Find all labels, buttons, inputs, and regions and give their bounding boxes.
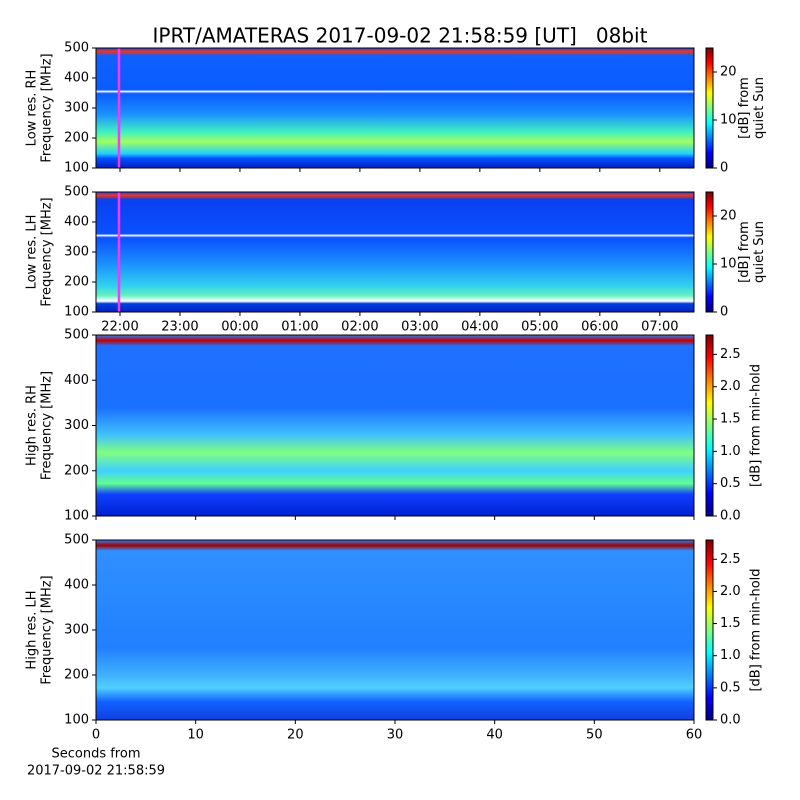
x-tick-label: 50: [586, 728, 603, 743]
x-tick-label: 23:00: [161, 320, 198, 335]
figure-title: IPRT/AMATERAS 2017-09-02 21:58:59 [UT] 0…: [153, 24, 648, 48]
spectrogram: [96, 192, 694, 312]
colorbar: [706, 192, 713, 312]
colorbar-frame: [705, 47, 714, 169]
colorbar-tick-label: 20: [720, 209, 737, 224]
y-tick-label: 400: [64, 373, 89, 388]
y-axis-label: High res. RH: [25, 385, 40, 466]
y-tick-label: 100: [64, 161, 89, 176]
colorbar-tick-label: 0: [720, 161, 728, 176]
x-tick-label: 60: [686, 728, 703, 743]
colorbar-tick-label: 20: [720, 65, 737, 80]
x-tick-label: 02:00: [341, 320, 378, 335]
colorbar-tick-label: 2.5: [720, 552, 741, 567]
colorbar-label: quiet Sun: [752, 77, 767, 139]
y-tick-label: 300: [64, 245, 89, 260]
y-tick-label: 100: [64, 713, 89, 728]
colorbar-tick-label: 1.0: [720, 648, 741, 663]
x-tick-label: 20: [287, 728, 304, 743]
colorbar-tick-label: 0.5: [720, 680, 741, 695]
x-tick-label: 30: [387, 728, 404, 743]
colorbar-tick-label: 1.5: [720, 616, 741, 631]
colorbar-label: [dB] from: [737, 77, 752, 139]
y-axis-label: Frequency [MHz]: [40, 575, 55, 684]
colorbar-tick-label: 0: [720, 305, 728, 320]
colorbar-tick-label: 0.5: [720, 476, 741, 491]
y-tick-label: 100: [64, 509, 89, 524]
y-tick-label: 500: [64, 41, 89, 56]
colorbar-tick-label: 2.0: [720, 379, 741, 394]
y-tick-label: 400: [64, 578, 89, 593]
colorbar-label: [dB] from min-hold: [749, 568, 764, 691]
colorbar-frame: [705, 334, 714, 517]
colorbar-frame: [705, 539, 714, 721]
colorbar-tick-label: 1.0: [720, 444, 741, 459]
colorbar: [706, 335, 713, 516]
spectrogram: [96, 48, 694, 168]
y-axis-label: Low res. RH: [25, 70, 40, 147]
x-tick-label: 03:00: [401, 320, 438, 335]
y-tick-label: 100: [64, 305, 89, 320]
y-tick-label: 300: [64, 101, 89, 116]
y-axis-label: High res. LH: [25, 590, 40, 669]
y-tick-label: 200: [64, 463, 89, 478]
colorbar-tick-label: 1.5: [720, 412, 741, 427]
y-tick-label: 200: [64, 131, 89, 146]
x-tick-label: 00:00: [221, 320, 258, 335]
y-axis-label: Frequency [MHz]: [40, 53, 55, 162]
colorbar-frame: [705, 191, 714, 313]
spectrogram: [96, 335, 694, 516]
colorbar-tick-label: 10: [720, 113, 737, 128]
colorbar-tick-label: 0.0: [720, 509, 741, 524]
x-tick-label: 04:00: [461, 320, 498, 335]
colorbar: [706, 48, 713, 168]
y-axis-label: Low res. LH: [25, 215, 40, 290]
y-tick-label: 400: [64, 215, 89, 230]
y-axis-label: Frequency [MHz]: [40, 371, 55, 480]
x-tick-label: 40: [486, 728, 503, 743]
spectrogram: [96, 540, 694, 720]
y-axis-label: Frequency [MHz]: [40, 197, 55, 306]
y-tick-label: 500: [64, 533, 89, 548]
y-tick-label: 300: [64, 418, 89, 433]
colorbar-label: [dB] from min-hold: [749, 364, 764, 487]
x-tick-label: 10: [187, 728, 204, 743]
y-tick-label: 500: [64, 328, 89, 343]
x-tick-label: 0: [92, 728, 100, 743]
colorbar-tick-label: 2.5: [720, 347, 741, 362]
x-axis-label: 2017-09-02 21:58:59: [27, 764, 165, 779]
y-tick-label: 300: [64, 623, 89, 638]
y-tick-label: 200: [64, 275, 89, 290]
x-tick-label: 05:00: [521, 320, 558, 335]
colorbar-label: quiet Sun: [752, 221, 767, 283]
x-tick-label: 01:00: [281, 320, 318, 335]
y-tick-label: 500: [64, 185, 89, 200]
colorbar-tick-label: 2.0: [720, 584, 741, 599]
colorbar: [706, 540, 713, 720]
colorbar-label: [dB] from: [737, 221, 752, 283]
y-tick-label: 200: [64, 668, 89, 683]
x-tick-label: 22:00: [101, 320, 138, 335]
x-axis-label: Seconds from: [51, 747, 140, 762]
colorbar-tick-label: 10: [720, 257, 737, 272]
colorbar-tick-label: 0.0: [720, 713, 741, 728]
x-tick-label: 06:00: [581, 320, 618, 335]
x-tick-label: 07:00: [641, 320, 678, 335]
y-tick-label: 400: [64, 71, 89, 86]
